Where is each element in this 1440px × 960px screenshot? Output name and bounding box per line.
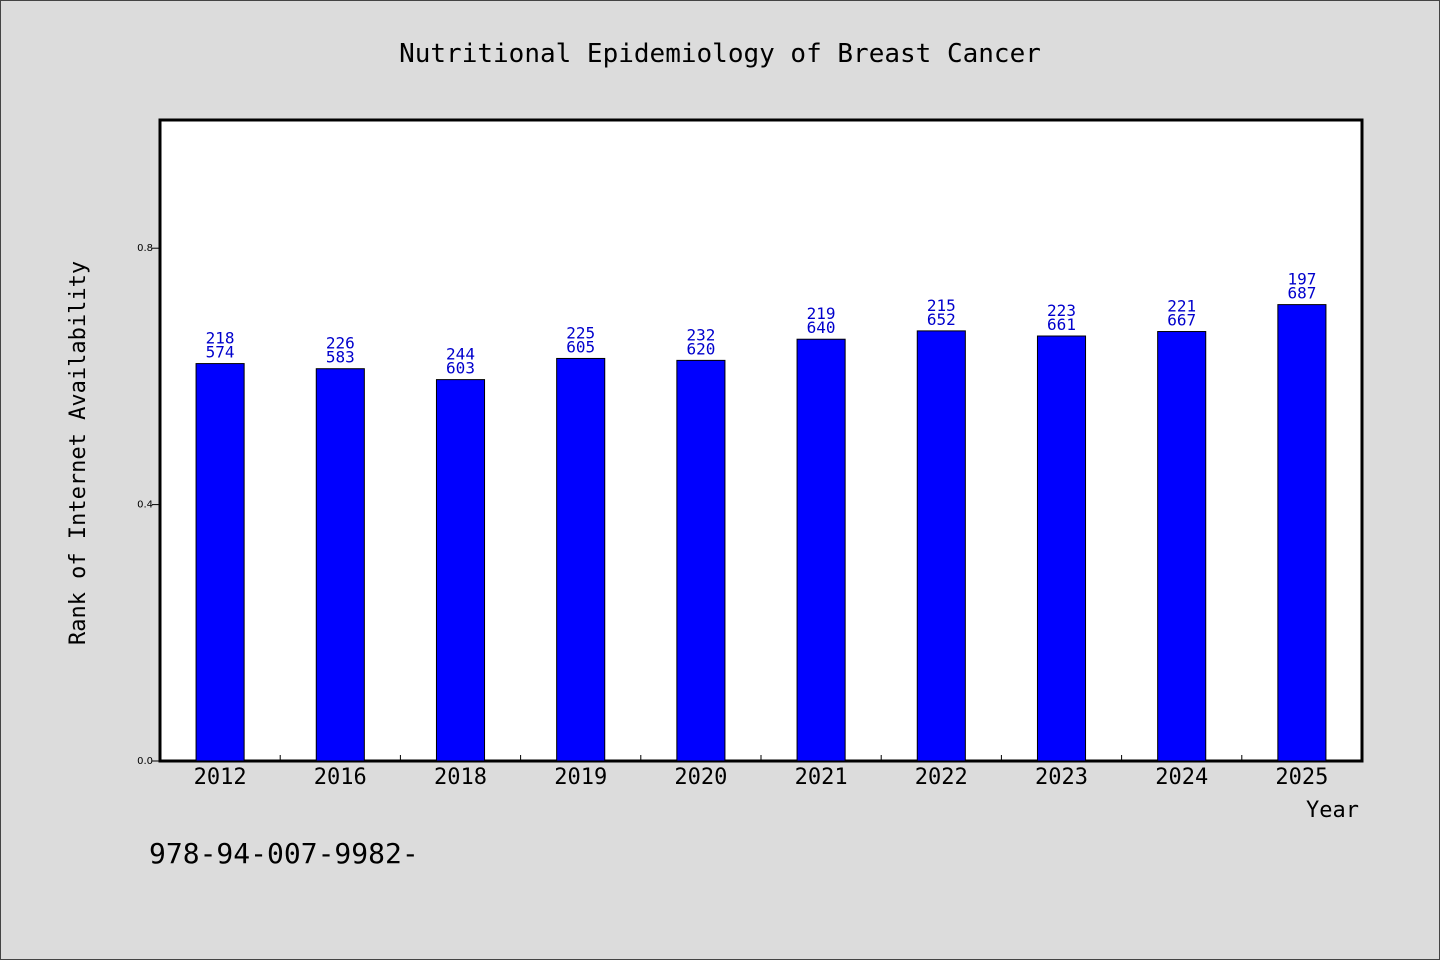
- bar-label-top: 232: [686, 325, 715, 344]
- x-tick-label: 2021: [795, 765, 848, 790]
- y-tick-label: 0.8: [137, 243, 153, 254]
- bar-label-top: 219: [807, 304, 836, 323]
- x-tick-label: 2019: [554, 765, 607, 790]
- x-tick-label: 2022: [915, 765, 968, 790]
- x-tick-label: 2018: [434, 765, 487, 790]
- x-tick-label: 2025: [1275, 765, 1328, 790]
- y-tick-label: 0.0: [137, 756, 153, 767]
- bar-label-bottom: 620: [686, 339, 715, 358]
- bar-2021: [796, 338, 846, 762]
- footnote-isbn: 978-94-007-9982-: [149, 837, 419, 870]
- bar-label-top: 226: [326, 334, 355, 353]
- bar-2023: [1036, 335, 1087, 762]
- bar-label-top: 218: [206, 329, 235, 348]
- chart-title: Nutritional Epidemiology of Breast Cance…: [399, 39, 1041, 69]
- bar-label-bottom: 603: [446, 359, 475, 378]
- bar-2018: [435, 379, 486, 762]
- bar-label-bottom: 652: [927, 310, 956, 329]
- bar-label-bottom: 667: [1167, 311, 1196, 330]
- bar-label-bottom: 640: [807, 318, 836, 337]
- x-axis-ticks: 2012 2016 2018 2019 2020 2021 2022 2023 2024 2025: [194, 755, 1328, 790]
- x-tick-label: 2016: [314, 765, 367, 790]
- bar-label-bottom: 583: [326, 348, 355, 367]
- bar-label-bottom: 687: [1287, 284, 1316, 303]
- bar-label-top: 223: [1047, 301, 1076, 320]
- bar-2019: [556, 357, 606, 762]
- y-axis-ticks: 0.0 0.4 0.8: [137, 243, 160, 767]
- bar-label-top: 225: [566, 323, 595, 342]
- y-axis-label: Rank of Internet Availability: [66, 261, 91, 645]
- y-tick-label: 0.4: [137, 500, 153, 511]
- bar-label-bottom: 574: [206, 343, 235, 362]
- bar-2024: [1157, 331, 1207, 762]
- x-tick-label: 2024: [1155, 765, 1208, 790]
- bar-2016: [315, 368, 365, 762]
- bar-2020: [676, 359, 726, 762]
- bar-label-bottom: 605: [566, 337, 595, 356]
- bar-2025: [1277, 304, 1327, 762]
- bar-label-top: 244: [446, 345, 475, 364]
- bar-2022: [916, 330, 966, 762]
- bar-label-top: 197: [1287, 270, 1316, 289]
- bar-label-bottom: 661: [1047, 315, 1076, 334]
- x-tick-label: 2012: [194, 765, 247, 790]
- x-tick-label: 2023: [1035, 765, 1088, 790]
- x-tick-label: 2020: [674, 765, 727, 790]
- bar-label-top: 221: [1167, 297, 1196, 316]
- x-axis-label: Year: [1306, 798, 1359, 823]
- bars-group: [195, 304, 1327, 762]
- bar-2012: [195, 363, 245, 762]
- bar-label-top: 215: [927, 296, 956, 315]
